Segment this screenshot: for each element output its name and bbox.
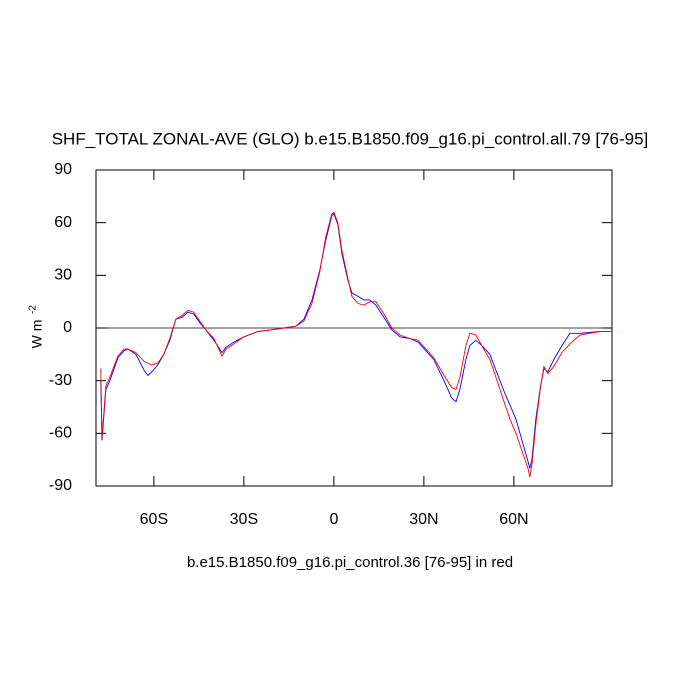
- y-tick-label: -60: [49, 425, 72, 442]
- x-tick-label: 60S: [140, 511, 168, 528]
- y-tick-label: -90: [49, 477, 72, 494]
- x-tick-label: 30N: [409, 511, 438, 528]
- y-tick-label: 0: [63, 319, 72, 336]
- x-axis-label: b.e15.B1850.f09_g16.pi_control.36 [76-95…: [187, 554, 513, 571]
- y-tick-label: -30: [49, 372, 72, 389]
- series-line: [100, 211, 612, 478]
- x-tick-label: 60N: [499, 511, 528, 528]
- y-tick-label: 60: [54, 214, 72, 231]
- y-axis-label-text: W m: [29, 320, 45, 349]
- y-tick-label: 30: [54, 267, 72, 284]
- y-tick-label: 90: [54, 161, 72, 178]
- y-axis-label-exponent: -2: [28, 305, 39, 314]
- chart-title: SHF_TOTAL ZONAL-AVE (GLO) b.e15.B1850.f0…: [52, 129, 649, 148]
- x-tick-label: 0: [329, 511, 338, 528]
- y-axis-label: W m -2: [28, 305, 45, 349]
- x-tick-label: 30S: [230, 511, 258, 528]
